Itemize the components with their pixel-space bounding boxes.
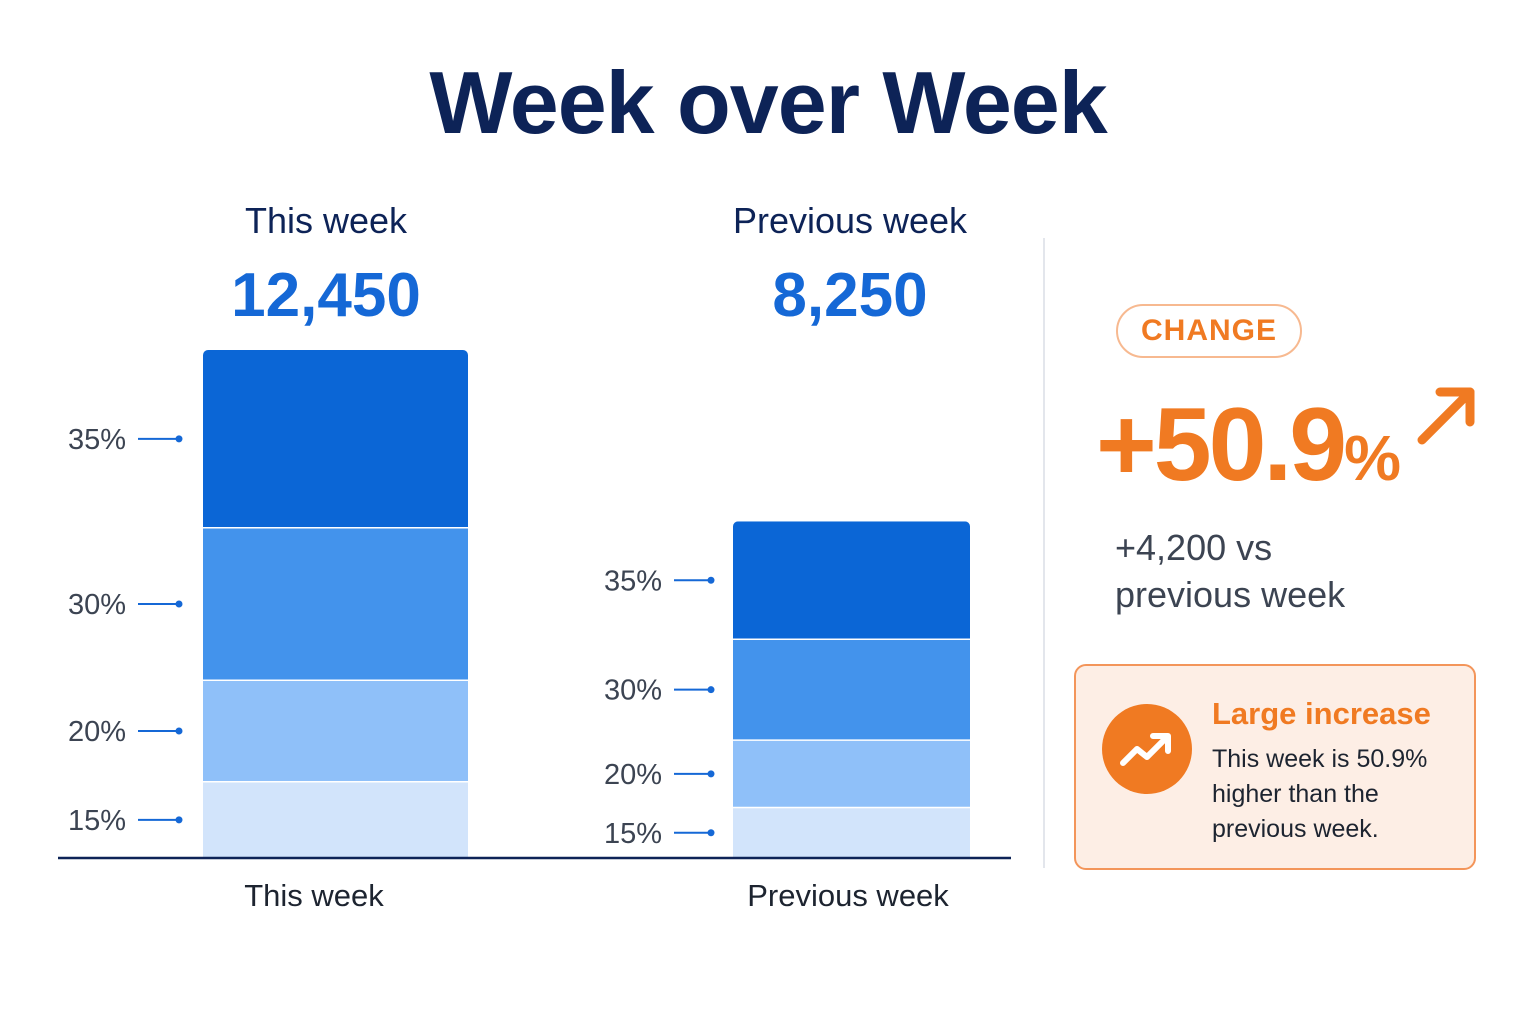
change-diff-line1: +4,200 vs: [1115, 527, 1273, 568]
bar-total-previous-week: 8,250: [772, 261, 927, 330]
segment-label: 15%: [604, 818, 662, 850]
insight-callout: Large increase This week is 50.9% higher…: [1074, 664, 1476, 870]
callout-title: Large increase: [1212, 696, 1431, 731]
stacked-bar-chart: This week 12,450 15% 20% 30% 35% This week Prev…: [58, 200, 1011, 913]
callout-body: This week is 50.9% higher than the previ…: [1212, 745, 1428, 843]
bar-previous-week: [733, 521, 970, 858]
change-value-unit: %: [1344, 422, 1402, 494]
segment-leader-dot: [175, 435, 183, 443]
segment-leader-dot: [707, 576, 715, 584]
change-value-number: +50.9: [1096, 387, 1347, 503]
page-title: Week over Week: [429, 53, 1107, 152]
bar-segment: [733, 521, 970, 640]
bar-this-week: [203, 350, 468, 858]
segment-label: 20%: [68, 716, 126, 748]
bar-segment: [203, 527, 468, 681]
bar-header-this-week: This week: [245, 200, 408, 241]
bar-segment: [733, 807, 970, 858]
bar-segment: [203, 350, 468, 528]
segment-leader-dot: [175, 727, 183, 735]
segment-label: 30%: [604, 675, 662, 707]
segment-label: 35%: [68, 424, 126, 456]
segment-label: 20%: [604, 759, 662, 791]
segment-label: 30%: [68, 589, 126, 621]
trending-up-icon: [1102, 704, 1192, 794]
change-badge: CHANGE: [1116, 304, 1302, 358]
segment-label: 35%: [604, 565, 662, 597]
bar-segment: [203, 680, 468, 782]
x-tick-label: This week: [244, 878, 384, 913]
segment-leader-dot: [707, 829, 715, 837]
segment-leader-dot: [707, 770, 715, 778]
x-tick-label: Previous week: [747, 878, 949, 913]
segment-leader-dot: [175, 816, 183, 824]
bar-total-this-week: 12,450: [231, 261, 421, 330]
bar-segment: [733, 639, 970, 741]
segment-leader-dot: [175, 600, 183, 608]
bar-header-previous-week: Previous week: [733, 200, 968, 241]
change-difference: +4,200 vs previous week: [1115, 524, 1395, 618]
change-percentage: +50.9%: [1096, 386, 1401, 505]
bar-segment: [733, 740, 970, 808]
divider: [1043, 238, 1045, 868]
bar-segment: [203, 781, 468, 858]
segment-label: 15%: [68, 805, 126, 837]
change-diff-line2: previous week: [1115, 574, 1346, 615]
segment-leader-dot: [707, 686, 715, 694]
arrow-up-right-icon: [1417, 387, 1475, 445]
